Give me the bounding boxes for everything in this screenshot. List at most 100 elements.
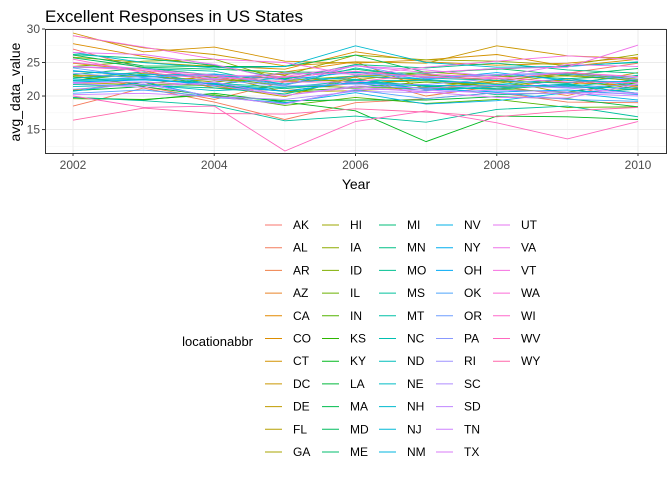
legend-label: FL — [293, 422, 307, 436]
series-line-wv — [72, 95, 639, 152]
legend-item: SC — [436, 377, 481, 391]
series-line-nh — [72, 45, 639, 69]
legend-item: IA — [322, 241, 361, 255]
legend-label: MS — [407, 286, 425, 300]
legend-item: LA — [322, 377, 365, 391]
series-line-me — [72, 67, 639, 80]
legend-item: MO — [379, 263, 426, 277]
legend-item: IN — [322, 309, 362, 323]
legend-item: AL — [265, 241, 308, 255]
legend-item: MI — [379, 218, 420, 232]
series-line-sd — [72, 81, 639, 96]
legend-label: AR — [293, 263, 310, 277]
legend-item: AR — [265, 263, 310, 277]
legend-label: NM — [407, 445, 426, 459]
y-axis: 15 20 25 30 — [27, 22, 45, 137]
legend-item: CO — [265, 332, 311, 346]
series-line-ar — [72, 74, 639, 100]
legend-label: ND — [407, 354, 425, 368]
series-line-tn — [72, 88, 639, 105]
series-line-pa — [72, 72, 639, 88]
legend-label: MD — [350, 422, 369, 436]
legend-label: PA — [464, 332, 479, 346]
legend-item: AZ — [265, 286, 308, 300]
legend-label: VA — [521, 241, 536, 255]
legend-item: MN — [379, 241, 426, 255]
series-line-nv — [72, 81, 639, 105]
legend-item: MA — [322, 400, 368, 414]
legend-label: MT — [407, 309, 425, 323]
legend-label: NJ — [407, 422, 422, 436]
legend-label: WA — [521, 286, 540, 300]
series-line-ky — [72, 92, 639, 143]
legend-item: NY — [436, 241, 481, 255]
legend-item: GA — [265, 445, 310, 459]
series-line-al — [72, 87, 639, 120]
legend-item: OK — [436, 286, 481, 300]
series-line-tx — [72, 81, 639, 99]
y-tick-label: 15 — [27, 123, 41, 137]
series-line-wi — [72, 58, 639, 80]
legend-item: PA — [436, 332, 479, 346]
legend-label: OH — [464, 263, 482, 277]
x-tick-label: 2010 — [625, 158, 652, 172]
legend-label: OR — [464, 309, 482, 323]
legend-label: NE — [407, 377, 424, 391]
legend-item: NV — [436, 218, 481, 232]
legend-item: TX — [436, 445, 479, 459]
legend-label: KS — [350, 332, 366, 346]
legend-items: AK AL AR AZ CA CO CT DC DE FL GA HI IA ID IL IN KS KY LA MA… — [265, 218, 540, 459]
series-line-sc — [72, 83, 639, 100]
series-line-dc — [72, 35, 639, 67]
legend-item: OR — [436, 309, 482, 323]
legend-item: VT — [493, 263, 537, 277]
series-line-vt — [72, 35, 639, 76]
legend-item: MD — [322, 422, 369, 436]
series-line-va — [72, 44, 639, 78]
y-tick-label: 25 — [27, 56, 41, 70]
legend-item: DE — [265, 400, 310, 414]
legend-label: CT — [293, 354, 310, 368]
y-axis-title: avg_data_value — [7, 42, 23, 141]
legend-label: UT — [521, 218, 538, 232]
series-line-ri — [72, 66, 639, 80]
legend-item: MT — [379, 309, 425, 323]
plot-panel — [45, 28, 667, 154]
x-axis: 2002 2004 2006 2008 2010 — [60, 153, 652, 172]
legend-label: AL — [293, 241, 308, 255]
legend-label: SD — [464, 400, 481, 414]
legend-item: NE — [379, 377, 424, 391]
legend-label: WI — [521, 309, 536, 323]
legend-item: KY — [322, 354, 366, 368]
legend-item: ME — [322, 445, 368, 459]
y-tick-label: 20 — [27, 89, 41, 103]
x-tick-label: 2004 — [201, 158, 228, 172]
legend-item: ND — [379, 354, 425, 368]
legend-label: TN — [464, 422, 480, 436]
legend-label: SC — [464, 377, 481, 391]
legend-label: MN — [407, 241, 426, 255]
legend-label: VT — [521, 263, 537, 277]
series-line-or — [72, 64, 639, 86]
legend-item: UT — [493, 218, 538, 232]
legend-item: CA — [265, 309, 310, 323]
y-tick-label: 30 — [27, 22, 41, 36]
legend-label: NV — [464, 218, 481, 232]
legend-label: HI — [350, 218, 362, 232]
legend-label: ID — [350, 263, 362, 277]
legend: locationabbr AK AL AR AZ CA CO CT DC DE FL GA HI IA I… — [182, 218, 540, 459]
x-tick-label: 2008 — [483, 158, 510, 172]
series-line-ny — [72, 70, 639, 83]
legend-item: MS — [379, 286, 425, 300]
legend-item: AK — [265, 218, 309, 232]
legend-label: OK — [464, 286, 481, 300]
legend-label: AZ — [293, 286, 308, 300]
legend-title: locationabbr — [182, 334, 253, 349]
series-line-ok — [72, 89, 639, 104]
legend-label: RI — [464, 354, 476, 368]
legend-label: NH — [407, 400, 424, 414]
legend-label: MA — [350, 400, 368, 414]
legend-label: AK — [293, 218, 309, 232]
legend-item: VA — [493, 241, 536, 255]
